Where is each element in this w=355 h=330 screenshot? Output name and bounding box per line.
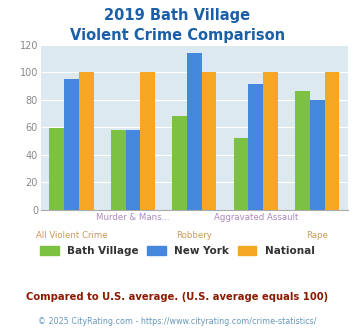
Text: Robbery: Robbery	[176, 231, 212, 240]
Bar	[126, 130, 140, 210]
Text: Murder & Mans...: Murder & Mans...	[96, 213, 170, 222]
Bar	[172, 116, 187, 210]
Text: Aggravated Assault: Aggravated Assault	[214, 213, 298, 222]
Bar	[248, 84, 263, 210]
Bar	[310, 100, 324, 210]
Bar	[187, 53, 202, 210]
Bar	[111, 130, 126, 210]
Bar	[234, 138, 248, 210]
Text: All Violent Crime: All Violent Crime	[36, 231, 107, 240]
Bar	[263, 72, 278, 210]
Text: Violent Crime Comparison: Violent Crime Comparison	[70, 28, 285, 43]
Bar	[64, 79, 79, 210]
Bar	[202, 72, 217, 210]
Legend: Bath Village, New York, National: Bath Village, New York, National	[36, 242, 319, 260]
Bar	[79, 72, 94, 210]
Bar	[295, 91, 310, 210]
Bar	[49, 128, 64, 210]
Bar	[140, 72, 155, 210]
Text: Compared to U.S. average. (U.S. average equals 100): Compared to U.S. average. (U.S. average …	[26, 292, 329, 302]
Text: © 2025 CityRating.com - https://www.cityrating.com/crime-statistics/: © 2025 CityRating.com - https://www.city…	[38, 317, 317, 326]
Text: 2019 Bath Village: 2019 Bath Village	[104, 8, 251, 23]
Text: Rape: Rape	[306, 231, 328, 240]
Bar	[324, 72, 339, 210]
